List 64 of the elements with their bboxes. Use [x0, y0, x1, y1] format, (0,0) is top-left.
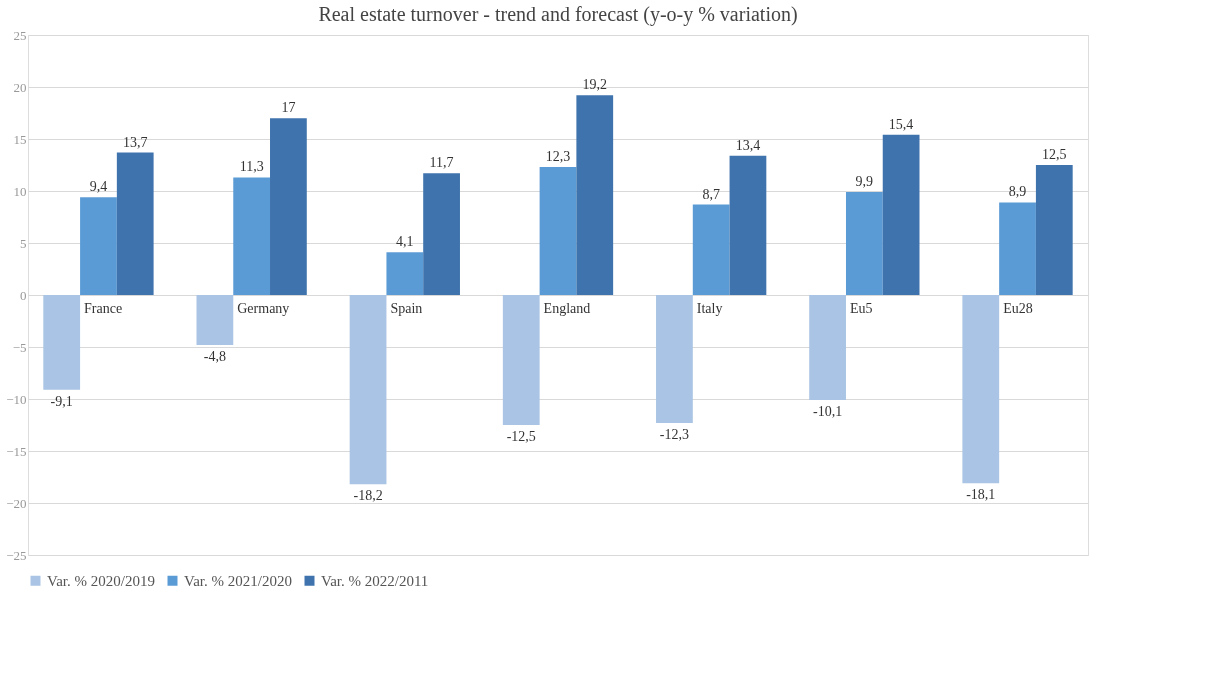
x-tick-label: England: [543, 300, 591, 316]
bar: [502, 295, 540, 425]
bar: [349, 295, 387, 485]
x-tick-label: Eu5: [849, 300, 873, 316]
data-label: 12,3: [545, 149, 571, 165]
data-label: 13,4: [735, 137, 761, 153]
x-tick-label: Eu28: [1003, 300, 1033, 316]
y-tick-label: 25: [13, 27, 27, 43]
data-label: 8,9: [1008, 184, 1027, 200]
bar: [882, 134, 920, 295]
data-label: 19,2: [582, 77, 608, 93]
data-label: -12,3: [659, 426, 689, 442]
data-label: -18,1: [966, 487, 996, 503]
x-tick-label: France: [84, 300, 123, 316]
legend-label: Var. % 2020/2019: [47, 572, 155, 589]
data-label: 11,3: [239, 159, 264, 175]
bar: [1035, 165, 1073, 295]
data-label: -9,1: [50, 393, 73, 409]
bar: [43, 295, 81, 390]
data-label: 11,7: [429, 155, 454, 171]
data-label: 17: [281, 100, 296, 116]
y-tick-label: −5: [12, 339, 27, 355]
x-tick-label: Germany: [237, 300, 290, 316]
bar: [196, 295, 234, 345]
data-label: 9,4: [89, 179, 108, 195]
bar: [233, 177, 271, 295]
bar: [729, 155, 767, 295]
data-label: 9,9: [855, 174, 874, 190]
data-label: 4,1: [396, 234, 414, 250]
data-label: -18,2: [353, 488, 383, 504]
bar: [809, 295, 846, 401]
y-tick-label: 0: [20, 287, 27, 303]
bar: [656, 295, 693, 423]
data-label: 8,7: [702, 186, 720, 202]
data-label: 13,7: [122, 134, 148, 150]
bar: [80, 197, 117, 295]
y-tick-label: 5: [20, 235, 27, 251]
bar: [423, 173, 460, 295]
bar: [999, 202, 1036, 295]
bar: [692, 204, 730, 295]
bar: [576, 95, 614, 295]
data-label: 15,4: [888, 116, 914, 132]
data-label: 12,5: [1042, 147, 1067, 162]
bar: [539, 167, 577, 295]
y-tick-label: −15: [6, 443, 27, 459]
bar: [845, 192, 883, 295]
bar: [962, 295, 1000, 484]
data-label: -10,1: [813, 404, 843, 420]
y-tick-label: −10: [6, 391, 27, 407]
legend-label: Var. % 2021/2020: [184, 572, 292, 589]
x-tick-label: Spain: [390, 300, 423, 316]
data-label: -12,5: [506, 429, 536, 444]
y-tick-label: 15: [13, 131, 27, 147]
bar: [386, 252, 424, 295]
y-tick-label: −20: [6, 495, 27, 511]
x-tick-label: Italy: [696, 300, 723, 316]
data-label: -4,8: [203, 348, 226, 364]
y-tick-label: 20: [13, 79, 27, 95]
y-tick-label: −25: [6, 547, 27, 563]
y-tick-label: 10: [13, 183, 27, 199]
chart-title: Real estate turnover - trend and forecast (y-o-y % variation): [318, 3, 798, 26]
bar: [116, 152, 154, 295]
legend-label: Var. % 2022/2011: [321, 572, 429, 589]
bar: [270, 118, 307, 295]
